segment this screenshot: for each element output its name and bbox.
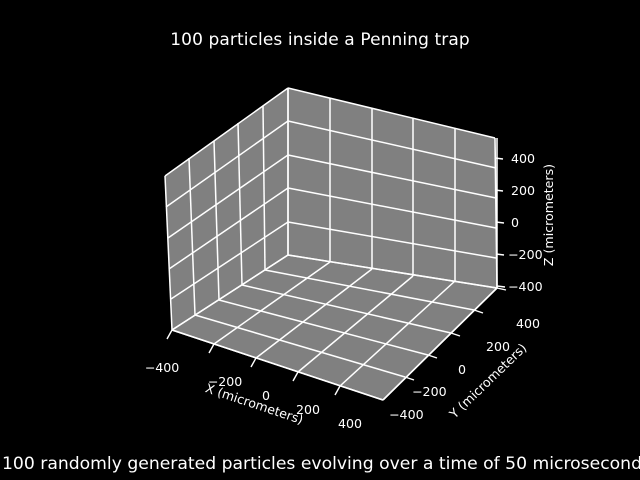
x-tick-label-m200: −200 xyxy=(208,374,243,389)
z-tick-label-m400: −400 xyxy=(508,279,543,294)
z-axis-ticks: 400 200 0 −200 −400 Z (micrometers) xyxy=(494,151,556,294)
x-axis-label: X (micrometers) xyxy=(204,380,306,427)
z-tick-label-200: 200 xyxy=(511,183,535,198)
z-tick-label-400: 400 xyxy=(511,151,535,166)
y-tick-label-400: 400 xyxy=(516,316,540,331)
grid-back-horizontal xyxy=(287,87,498,289)
axis-spines xyxy=(171,137,498,401)
spine-x-bottom xyxy=(171,329,384,401)
grid-left-vertical xyxy=(164,88,289,331)
pane-floor xyxy=(172,255,497,400)
x-tick-label-0: 0 xyxy=(262,388,270,403)
y-tick-label-m400: −400 xyxy=(389,407,424,422)
pane-group xyxy=(165,88,497,400)
z-axis-label: Z (micrometers) xyxy=(541,164,556,266)
x-tick-label-400: 400 xyxy=(338,416,362,431)
pane-back-wall xyxy=(288,88,497,288)
figure-caption: 100 randomly generated particles evolvin… xyxy=(2,454,640,474)
y-tick-label-m200: −200 xyxy=(412,384,447,399)
spine-y-bottom xyxy=(382,287,498,401)
page-title: 100 particles inside a Penning trap xyxy=(170,30,470,50)
y-tick-label-0: 0 xyxy=(458,362,466,377)
grid-left-horizontal xyxy=(164,87,289,331)
z-tick-label-m200: −200 xyxy=(508,247,543,262)
grid-group xyxy=(164,87,498,401)
z-tick-label-0: 0 xyxy=(511,215,519,230)
spine-z-right xyxy=(494,137,498,289)
y-tick-label-200: 200 xyxy=(486,339,510,354)
x-tick-label-200: 200 xyxy=(296,402,320,417)
x-tick-label-m400: −400 xyxy=(145,360,180,375)
pane-left-wall xyxy=(165,88,288,330)
